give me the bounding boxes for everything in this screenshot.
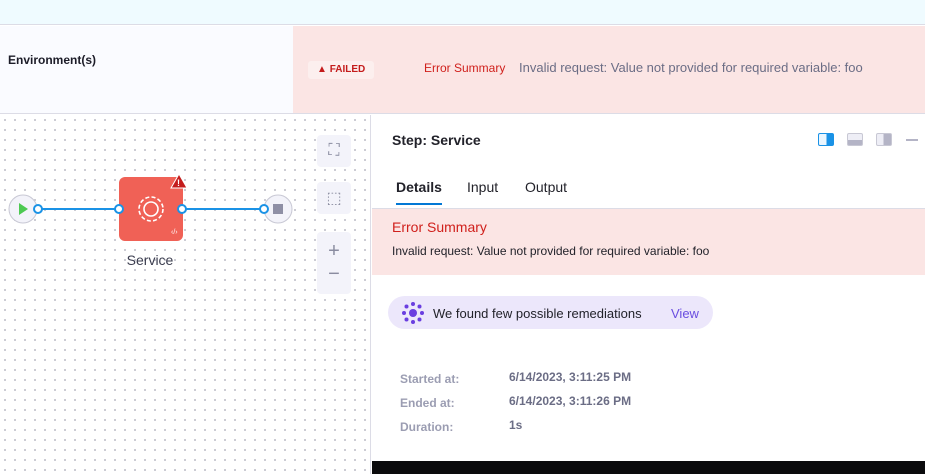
error-summary-title: Error Summary	[392, 219, 487, 235]
error-message: Invalid request: Value not provided for …	[519, 60, 863, 75]
started-at-value: 6/14/2023, 3:11:25 PM	[509, 370, 632, 384]
ended-at-value: 6/14/2023, 3:11:26 PM	[509, 394, 632, 408]
minimize-icon[interactable]	[906, 139, 918, 141]
console-bar	[372, 461, 925, 474]
top-bar	[0, 0, 925, 25]
error-header: ▲ FAILED Error Summary Invalid request: …	[293, 26, 925, 114]
dock-bottom-icon[interactable]	[847, 133, 863, 146]
service-stage-node[interactable]	[119, 177, 183, 241]
duration-value: 1s	[509, 418, 523, 432]
tab-input[interactable]: Input	[467, 179, 499, 195]
view-remediations-link[interactable]: View	[671, 306, 699, 321]
environment-label: Environment(s)	[8, 53, 97, 67]
stage-label: Service	[126, 252, 174, 268]
tab-details[interactable]: Details	[396, 179, 442, 205]
remediation-banner: We found few possible remediations View	[388, 296, 713, 329]
tab-output[interactable]: Output	[525, 179, 568, 195]
play-icon	[19, 203, 28, 215]
gear-icon	[138, 196, 164, 222]
warning-icon: ▲	[317, 64, 330, 75]
ai-sparkle-icon	[402, 302, 424, 324]
float-panel-icon[interactable]	[876, 133, 892, 146]
svg-text:!: !	[177, 178, 180, 188]
started-at-label: Started at:	[400, 372, 460, 386]
duration-label: Duration:	[400, 420, 454, 434]
zoom-out-button[interactable]: −	[328, 263, 340, 285]
step-details-panel: Step: Service Details Input Output Error…	[372, 115, 925, 461]
error-summary-box: Error Summary Invalid request: Value not…	[372, 209, 925, 275]
environment-header: Environment(s)	[0, 26, 293, 114]
dock-right-icon[interactable]	[818, 133, 834, 146]
select-area-button[interactable]: ⬚	[317, 182, 351, 214]
pipeline-canvas[interactable]: ‹/› ! Service ⛶ ⬚ + −	[0, 115, 371, 474]
error-icon	[170, 172, 188, 189]
status-badge: ▲ FAILED	[308, 61, 375, 79]
error-summary-label: Error Summary	[424, 61, 506, 75]
zoom-in-button[interactable]: +	[328, 240, 340, 262]
remediation-text: We found few possible remediations	[433, 306, 642, 321]
fit-to-screen-button[interactable]: ⛶	[317, 135, 351, 167]
stop-icon	[273, 204, 283, 214]
zoom-controls: + −	[317, 232, 351, 294]
error-summary-message: Invalid request: Value not provided for …	[392, 244, 710, 258]
tab-bar: Details Input Output	[372, 175, 925, 209]
panel-title: Step: Service	[392, 132, 481, 148]
code-icon: ‹/›	[171, 229, 178, 236]
pipeline-graph: ‹/› !	[8, 172, 293, 241]
ended-at-label: Ended at:	[400, 396, 455, 410]
